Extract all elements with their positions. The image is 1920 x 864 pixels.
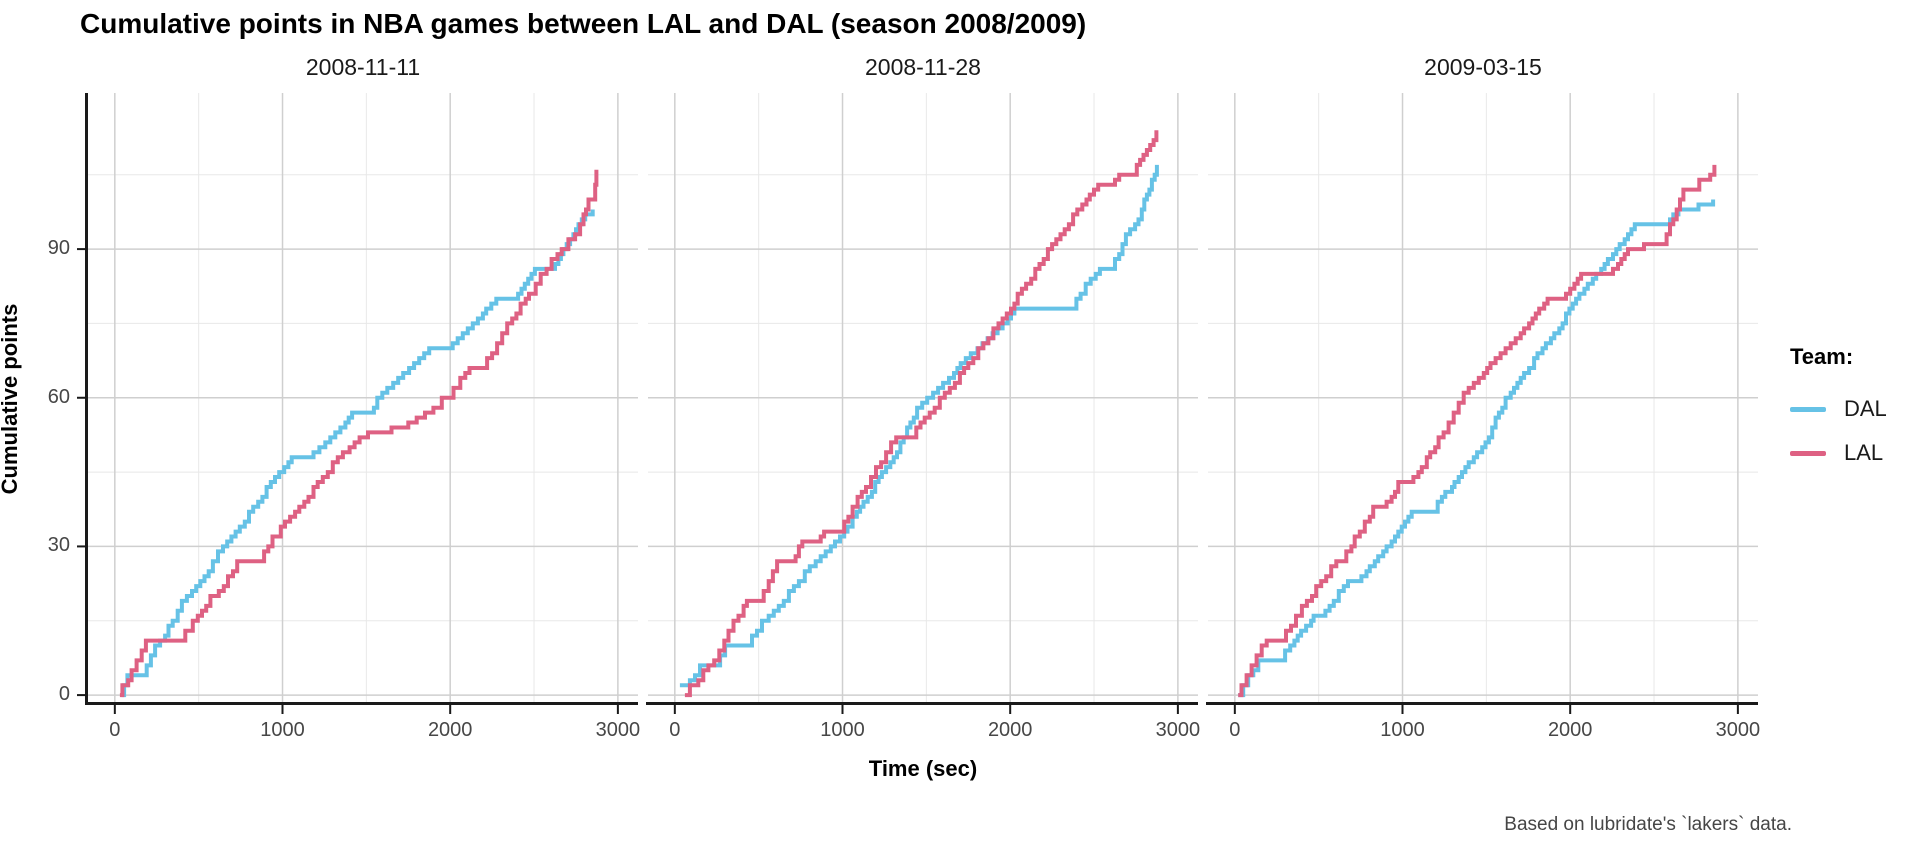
- legend-label-lal: LAL: [1844, 440, 1884, 465]
- x-tick-label-1000: 1000: [1380, 719, 1425, 741]
- y-tick-label-60: 60: [47, 385, 70, 408]
- y-tick-label-90: 90: [47, 237, 70, 260]
- legend-title: Team:: [1790, 344, 1854, 369]
- x-axis-title: Time (sec): [868, 756, 978, 781]
- caption: Based on lubridate's `lakers` data.: [1504, 814, 1792, 835]
- x-tick-label-0: 0: [109, 719, 121, 741]
- facet-title-2009-03-15: 2009-03-15: [1424, 54, 1542, 80]
- y-axis-title: Cumulative points: [0, 303, 22, 495]
- x-tick-label-1000: 1000: [820, 719, 865, 741]
- legend-label-dal: DAL: [1844, 396, 1887, 421]
- plot-panel-3: [1206, 93, 1758, 714]
- legend: Team: DAL LAL: [1790, 344, 1887, 484]
- x-tick-label-2000: 2000: [987, 719, 1033, 741]
- facet-title-2008-11-11: 2008-11-11: [305, 54, 421, 80]
- facet-title-2008-11-28: 2008-11-28: [865, 54, 981, 80]
- x-tick-label-0: 0: [669, 719, 681, 741]
- x-tick-label-1000: 1000: [260, 719, 305, 741]
- legend-item-dal: DAL: [1790, 396, 1887, 422]
- x-tick-label-2000: 2000: [1547, 719, 1593, 741]
- lal-line-swatch-icon: [1790, 450, 1826, 456]
- plot-panel-2: [646, 93, 1198, 714]
- y-tick-label-30: 30: [47, 534, 70, 557]
- x-tick-label-3000: 3000: [595, 719, 641, 741]
- x-tick-label-0: 0: [1229, 719, 1241, 741]
- dal-line-swatch-icon: [1790, 406, 1826, 412]
- legend-item-lal: LAL: [1790, 440, 1887, 466]
- plot-panel-1: [77, 93, 638, 714]
- y-tick-label-0: 0: [58, 683, 70, 706]
- x-tick-label-2000: 2000: [427, 719, 473, 741]
- x-tick-label-3000: 3000: [1155, 719, 1201, 741]
- chart-title: Cumulative points in NBA games between L…: [80, 8, 1087, 39]
- x-tick-label-3000: 3000: [1715, 719, 1761, 741]
